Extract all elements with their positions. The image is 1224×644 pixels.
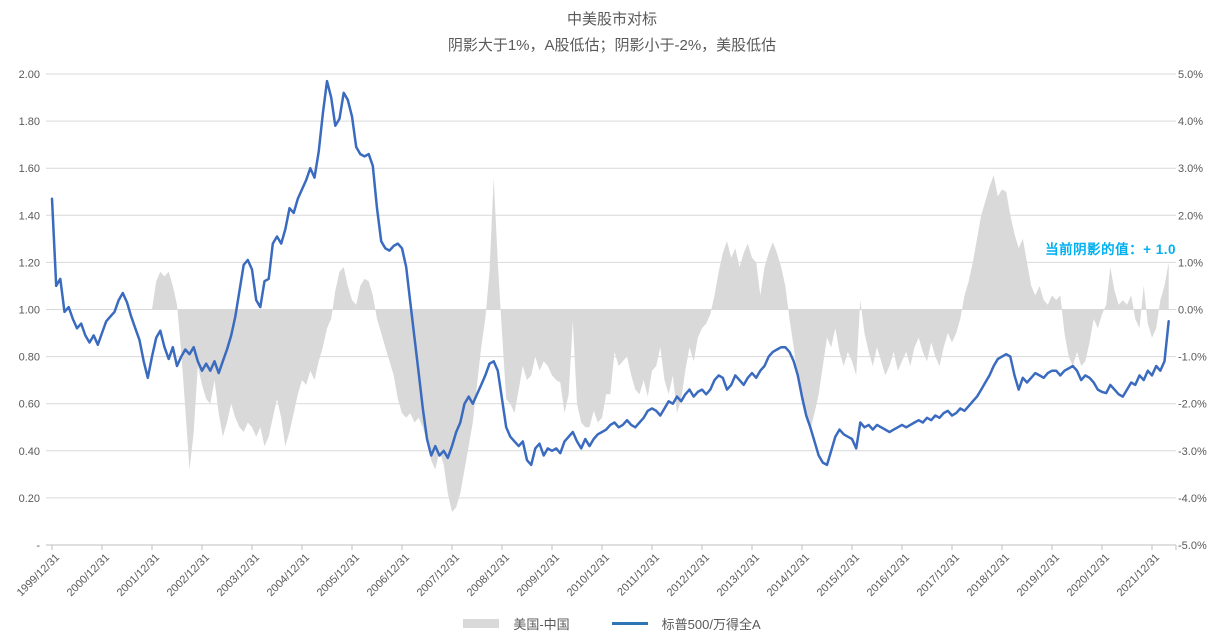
right-axis-tick-label: -5.0% (1178, 540, 1207, 552)
x-axis-label: 2007/12/31 (415, 552, 462, 599)
chart-subtitle: 阴影大于1%，A股低估；阴影小于-2%，美股低估 (447, 37, 777, 54)
x-axis-label: 2013/12/31 (715, 552, 762, 599)
x-axis-label: 2009/12/31 (515, 552, 562, 599)
x-axis-label: 2012/12/31 (665, 552, 712, 599)
right-axis-tick-label: -2.0% (1178, 399, 1207, 411)
x-axis-label: 2021/12/31 (1115, 552, 1162, 599)
right-axis-tick-label: 5.0% (1178, 69, 1203, 81)
left-axis-tick-label: 0.80 (19, 352, 40, 364)
x-axis-label: 2015/12/31 (815, 552, 862, 599)
x-axis-label: 2014/12/31 (765, 552, 812, 599)
right-axis-tick-label: -3.0% (1178, 446, 1207, 458)
left-axis-tick-label: 2.00 (19, 69, 40, 81)
left-axis-tick-label: - (36, 540, 40, 552)
right-axis-tick-label: 3.0% (1178, 163, 1203, 175)
legend-area-swatch-icon (463, 619, 500, 628)
right-axis-tick-label: 4.0% (1178, 116, 1203, 128)
left-axis-tick-label: 1.00 (19, 305, 40, 317)
legend: 美国-中国 标普500/万得全A (0, 614, 1224, 633)
right-axis-tick-label: -4.0% (1178, 493, 1207, 505)
left-axis-tick-label: 1.80 (19, 116, 40, 128)
x-axis-label: 2008/12/31 (465, 552, 512, 599)
right-axis-tick-label: 2.0% (1178, 210, 1203, 222)
left-axis-tick-label: 0.60 (19, 399, 40, 411)
current-shadow-annotation: 当前阴影的值：+ 1.0 (1045, 242, 1176, 257)
x-axis-label: 2011/12/31 (615, 552, 662, 599)
x-axis-label: 2004/12/31 (265, 552, 312, 599)
chart-title: 中美股市对标 (566, 11, 657, 28)
x-axis-label: 2020/12/31 (1065, 552, 1112, 599)
right-axis-tick-label: 0.0% (1178, 305, 1203, 317)
line-series-spx-over-winda (50, 79, 1170, 467)
right-axis-tick-label: 1.0% (1178, 257, 1203, 269)
left-axis-tick-label: 1.60 (19, 163, 40, 175)
legend-line-swatch-icon (611, 622, 648, 625)
right-axis-tick-label: -1.0% (1178, 352, 1207, 364)
left-axis-tick-label: 0.40 (19, 446, 40, 458)
x-axis-label: 2010/12/31 (565, 552, 612, 599)
x-axis-label: 2005/12/31 (315, 552, 362, 599)
legend-line-label: 标普500/万得全A (661, 617, 761, 632)
x-axis-label: 2001/12/31 (115, 552, 162, 599)
x-axis-label: 1999/12/31 (15, 552, 62, 599)
left-axis-tick-label: 1.20 (19, 257, 40, 269)
left-axis-tick-label: 1.40 (19, 210, 40, 222)
x-axis-label: 2003/12/31 (215, 552, 262, 599)
x-axis-label: 2002/12/31 (165, 552, 212, 599)
legend-area-label: 美国-中国 (513, 617, 570, 632)
x-axis-label: 2016/12/31 (865, 552, 912, 599)
x-axis-label: 2018/12/31 (965, 552, 1012, 599)
x-axis-label: 2019/12/31 (1015, 552, 1062, 599)
left-axis-tick-label: 0.20 (19, 493, 40, 505)
area-series-us-minus-china (52, 175, 1169, 513)
x-axis-label: 2006/12/31 (365, 552, 412, 599)
x-axis-label: 2000/12/31 (65, 552, 112, 599)
x-axis-label: 2017/12/31 (915, 552, 962, 599)
